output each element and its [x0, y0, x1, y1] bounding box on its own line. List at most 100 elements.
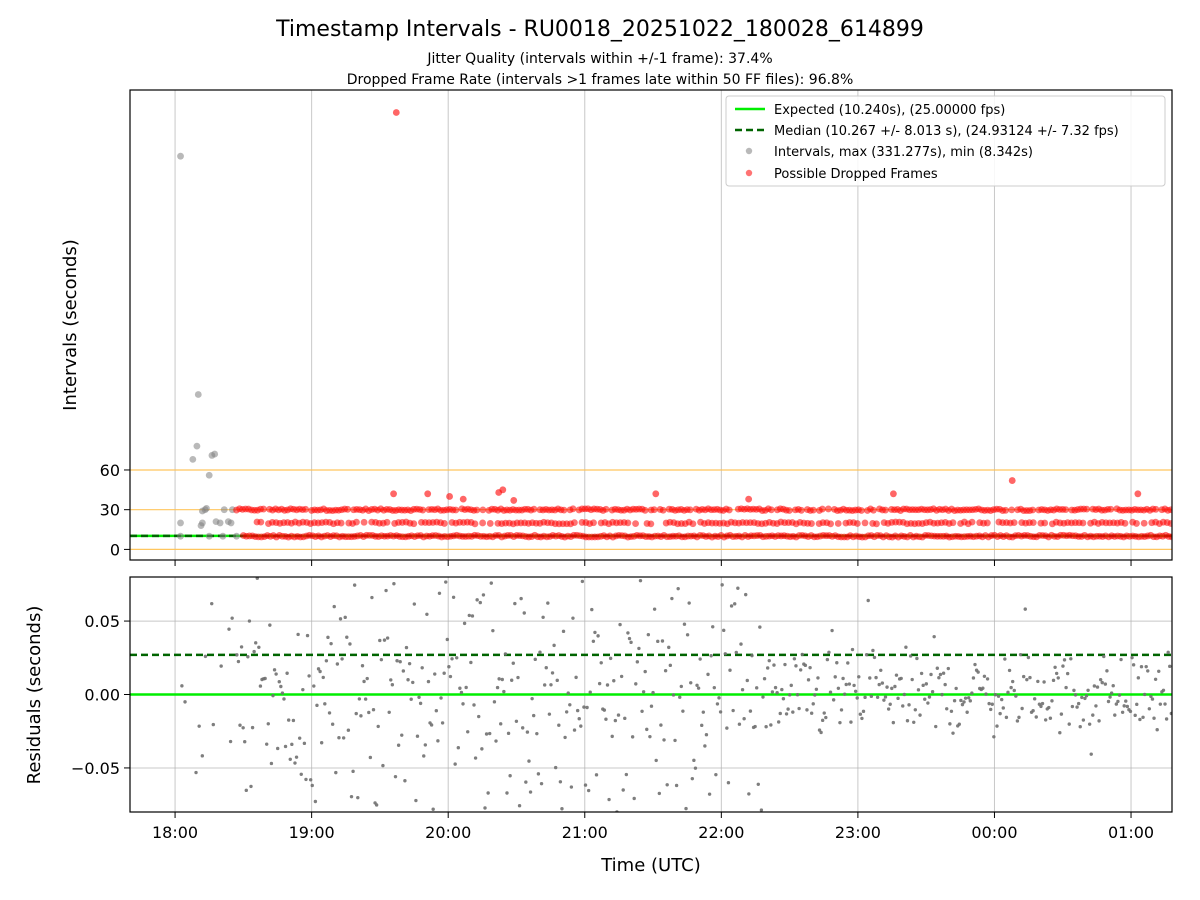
residual-point [1018, 652, 1023, 657]
residual-point [1161, 688, 1166, 693]
residual-point [1021, 674, 1026, 679]
dropped-frame-point [570, 519, 578, 526]
residual-point [913, 708, 918, 712]
residual-point [450, 657, 454, 661]
residual-point [657, 791, 662, 796]
residual-point [1097, 719, 1101, 723]
residual-point [907, 703, 911, 707]
residual-point [286, 718, 291, 722]
residual-point [693, 766, 698, 770]
residual-point [326, 635, 330, 640]
residual-point [786, 707, 790, 711]
residual-point [400, 733, 404, 737]
legend-box [725, 95, 1166, 187]
residual-point [1142, 692, 1147, 697]
residual-point [243, 740, 247, 744]
residual-point [415, 734, 420, 738]
residual-point [875, 695, 880, 699]
residual-point [434, 708, 439, 713]
residual-point [651, 690, 655, 695]
interval-point [177, 532, 184, 540]
residual-point [803, 663, 808, 668]
residual-point [656, 639, 660, 644]
residual-point [745, 678, 749, 683]
dropped-frame-point [949, 519, 957, 527]
residual-point [692, 758, 696, 763]
residual-point [740, 688, 745, 692]
residual-point [228, 739, 233, 744]
residual-point [393, 774, 398, 779]
residual-point [445, 637, 450, 642]
residual-point [294, 755, 299, 759]
residual-point [519, 596, 523, 601]
residual-point [183, 700, 187, 704]
dropped-frame-point [797, 506, 805, 514]
residual-point [976, 670, 980, 674]
residual-point [765, 666, 770, 670]
residual-point [334, 770, 338, 775]
residual-point [1089, 752, 1093, 756]
legend-intervals-label: Intervals, max (331.277s), min (8.342s) [774, 145, 1033, 160]
residual-point [995, 724, 999, 728]
residual-point [681, 709, 685, 713]
dropped-frame-point [471, 520, 479, 528]
dropped-frame-point [1029, 506, 1037, 514]
residual-point [619, 674, 624, 679]
residual-point [871, 648, 875, 653]
residual-point [660, 639, 665, 643]
top-y-tick-label: 0 [110, 540, 120, 559]
residual-point [682, 622, 687, 626]
residual-point [345, 635, 349, 639]
interval-point [189, 455, 197, 463]
dropped-frame-point [302, 505, 310, 513]
residual-point [981, 686, 985, 690]
residual-point [1109, 691, 1114, 695]
residual-point [1150, 697, 1155, 701]
residual-point [1065, 671, 1070, 676]
residual-point [1102, 654, 1106, 659]
residual-point [608, 656, 613, 661]
residual-point [236, 659, 241, 664]
residual-point [879, 668, 883, 672]
residual-point [409, 697, 413, 701]
residual-point [1157, 669, 1161, 674]
bottom-y-tick-label: 0.00 [84, 686, 120, 705]
residual-point [747, 792, 751, 796]
legend-intervals-swatch [745, 147, 753, 155]
dropped-frame-point [1133, 520, 1140, 527]
residual-point [456, 746, 461, 750]
dropped-frame-point [569, 505, 577, 513]
residual-point [357, 697, 362, 701]
residual-point [674, 783, 679, 788]
residual-point [736, 586, 740, 590]
residual-point [1073, 693, 1078, 697]
residual-point [447, 665, 451, 669]
residual-point [329, 641, 333, 646]
residual-point [772, 663, 776, 667]
dropped-frame-point [473, 506, 481, 514]
residual-point [582, 705, 586, 709]
dropped-frame-point [602, 505, 610, 513]
residual-point [954, 686, 958, 691]
residual-point [564, 710, 569, 714]
x-axis-label: Time (UTC) [600, 855, 701, 876]
interval-point [205, 532, 213, 540]
residual-point [1080, 695, 1084, 700]
top-x-ticks [174, 560, 1132, 566]
bottom-residual-points [180, 577, 1172, 812]
residual-point [467, 613, 471, 618]
residual-point [836, 686, 841, 690]
residual-point [580, 579, 585, 584]
residual-point [1010, 679, 1015, 684]
dropped-frame-point [419, 506, 427, 514]
residual-point [560, 807, 564, 811]
residual-point [924, 682, 929, 686]
residual-point [310, 783, 314, 788]
residual-point [711, 625, 715, 629]
residual-point [985, 677, 990, 681]
residual-point [1070, 704, 1075, 709]
residual-point [767, 658, 771, 663]
residual-point [360, 664, 365, 668]
residual-point [610, 734, 614, 739]
residual-point [525, 730, 530, 734]
